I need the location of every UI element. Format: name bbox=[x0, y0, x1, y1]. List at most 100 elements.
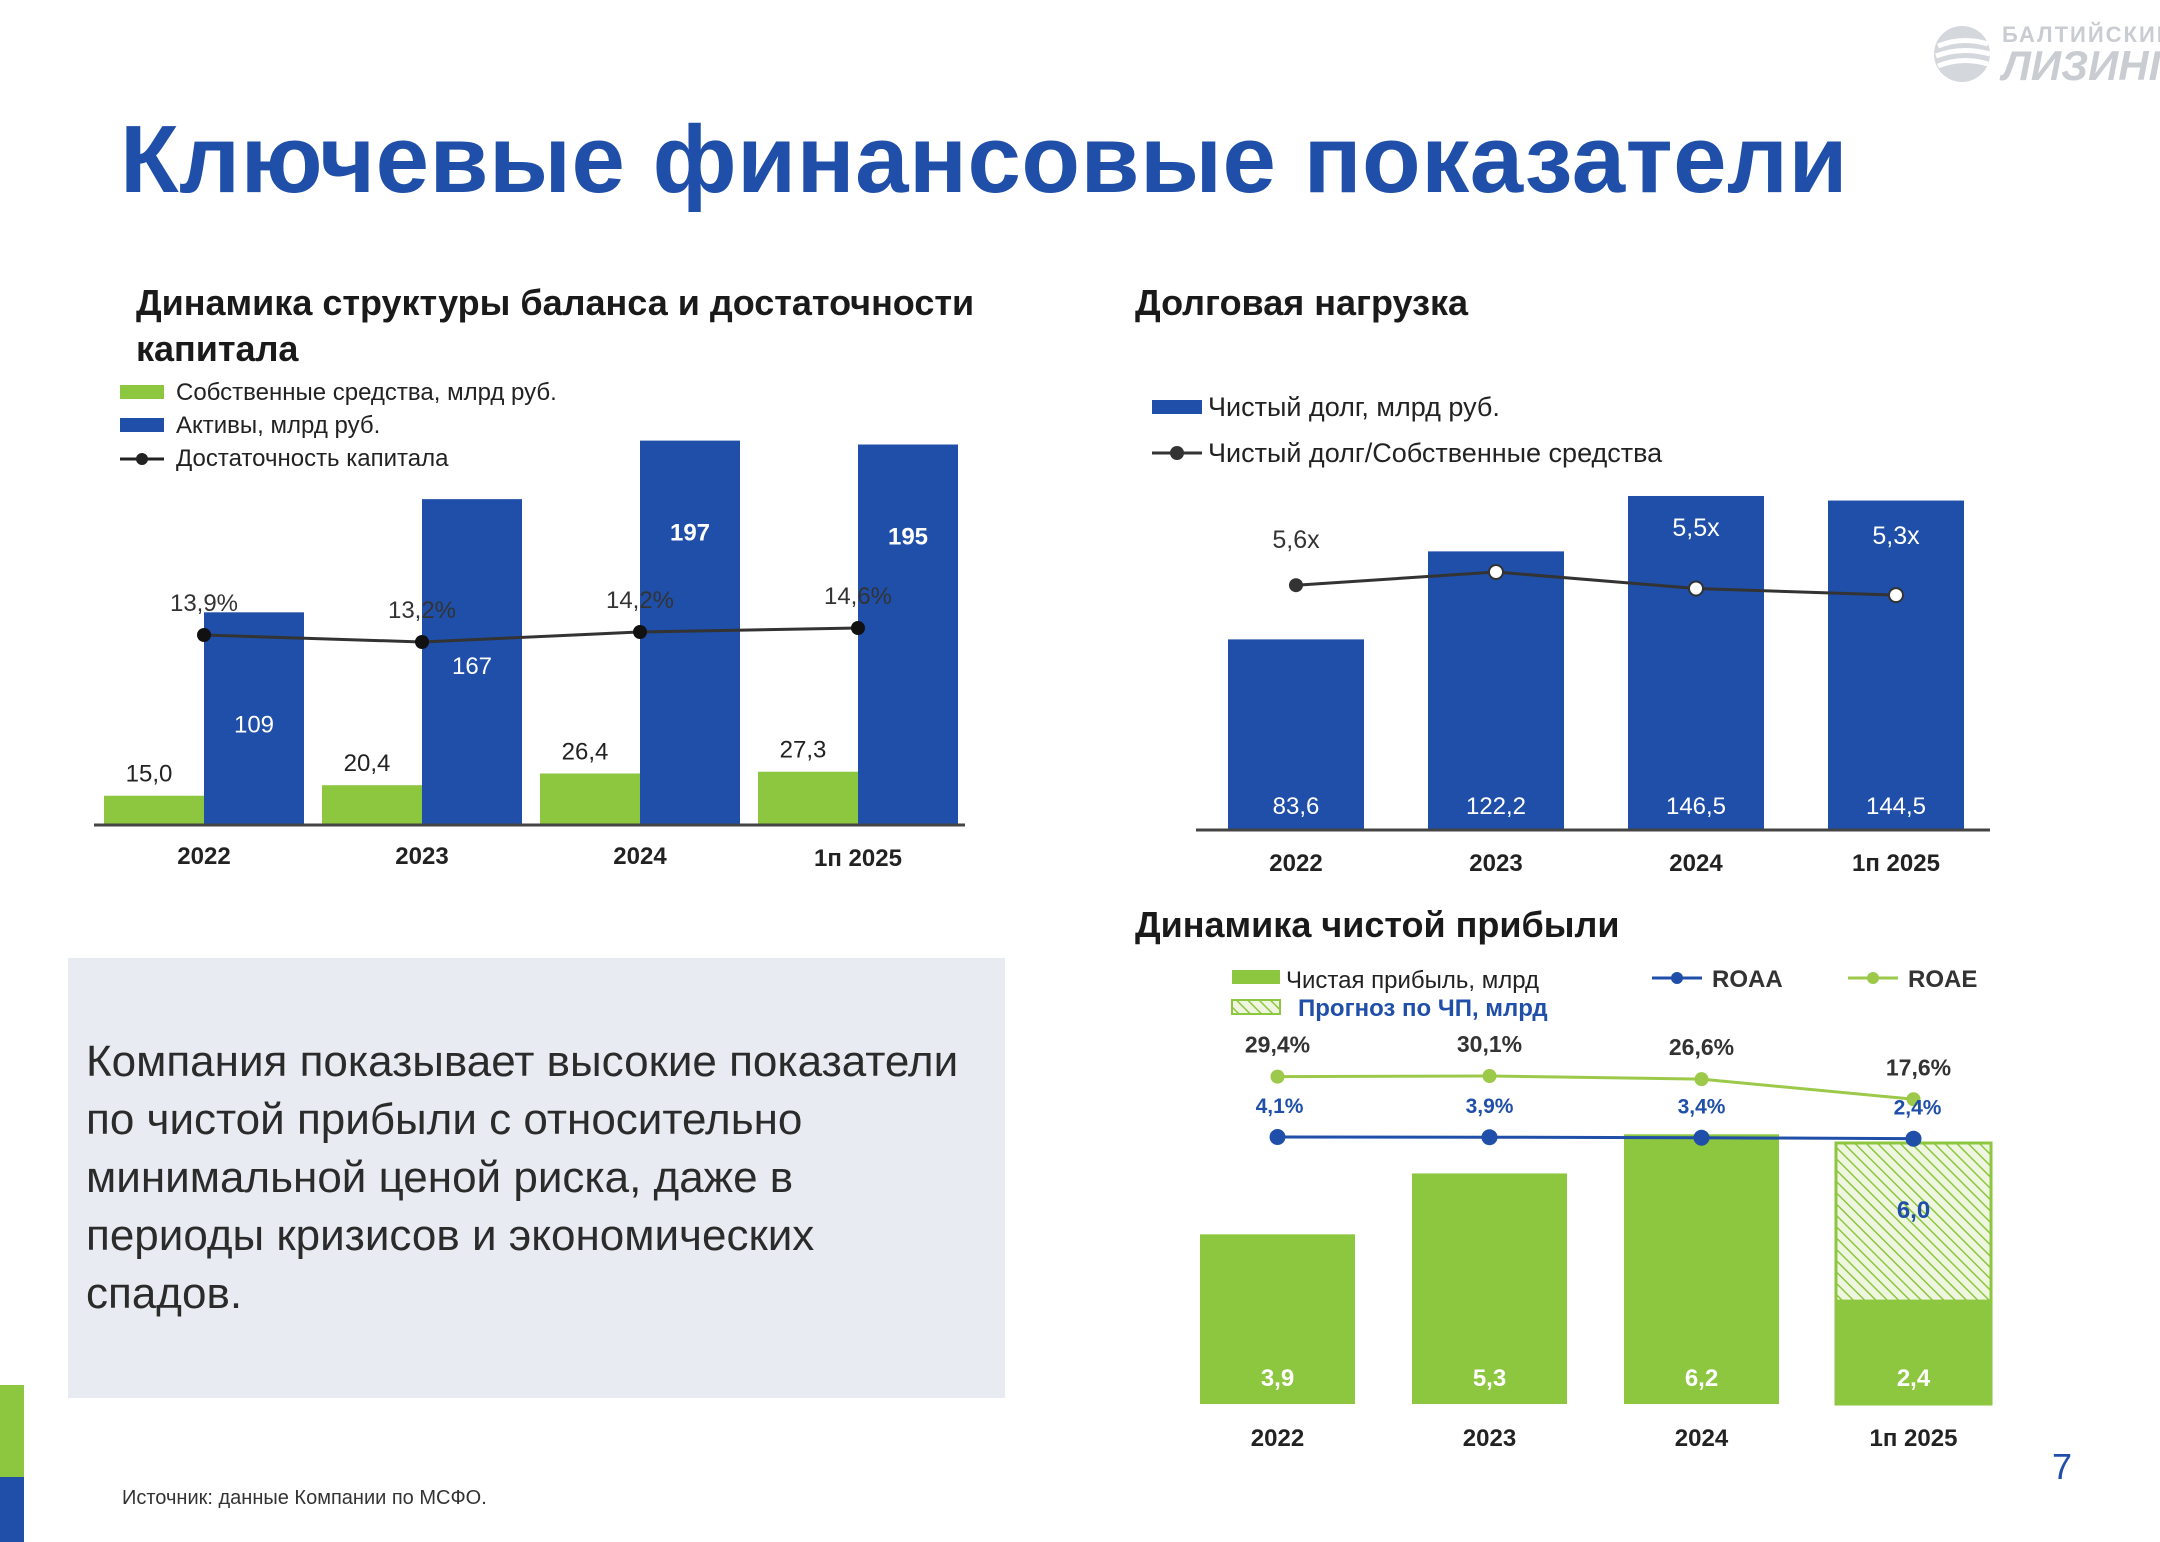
balance-chart: Собственные средства, млрд руб. Активы, м… bbox=[94, 379, 965, 872]
x-tick-label: 2022 bbox=[1251, 1425, 1304, 1452]
page-title: Ключевые финансовые показатели bbox=[120, 106, 1849, 213]
netdebt-label: 83,6 bbox=[1273, 793, 1320, 820]
x-tick-label: 2022 bbox=[1269, 850, 1322, 877]
x-tick-label: 1п 2025 bbox=[1852, 850, 1940, 877]
legend-equity-swatch bbox=[120, 385, 164, 399]
balance-chart-title: Динамика структуры баланса и достаточнос… bbox=[136, 280, 974, 372]
profit-chart-title: Динамика чистой прибыли bbox=[1135, 904, 1620, 945]
equity-label: 26,4 bbox=[562, 738, 609, 765]
car-point bbox=[415, 635, 429, 649]
legend-profit-swatch bbox=[1232, 970, 1280, 984]
roaa-point bbox=[1905, 1130, 1922, 1147]
x-tick-label: 2022 bbox=[177, 843, 230, 870]
logo-icon bbox=[1934, 26, 1991, 82]
legend-netdebt-swatch bbox=[1152, 400, 1202, 414]
ratio-label: 6,0x bbox=[1472, 517, 1520, 545]
assets-bar bbox=[858, 444, 958, 825]
roaa-label: 3,4% bbox=[1678, 1096, 1726, 1119]
equity-label: 15,0 bbox=[126, 761, 173, 788]
assets-label: 197 bbox=[670, 520, 710, 547]
legend-car-label: Достаточность капитала bbox=[176, 445, 449, 472]
ratio-point bbox=[1888, 587, 1904, 604]
roaa-label: 2,4% bbox=[1894, 1097, 1942, 1120]
car-label: 13,2% bbox=[388, 597, 456, 624]
x-tick-label: 2024 bbox=[613, 843, 667, 870]
assets-label: 167 bbox=[452, 653, 492, 680]
company-logo: БАЛТИЙСКИЙ ЛИЗИНГ bbox=[1930, 18, 2160, 89]
profit-bar bbox=[1836, 1299, 1991, 1404]
equity-bar bbox=[758, 771, 858, 825]
ratio-label: 5,5x bbox=[1672, 514, 1720, 542]
roaa-label: 4,1% bbox=[1256, 1095, 1304, 1118]
roaa-point bbox=[1481, 1129, 1498, 1146]
legend-roaa-marker bbox=[1671, 972, 1683, 984]
roae-line bbox=[1277, 1074, 1914, 1101]
side-accent-green bbox=[0, 1385, 24, 1477]
car-point bbox=[633, 625, 647, 639]
roaa-point bbox=[1269, 1129, 1286, 1145]
roae-label: 30,1% bbox=[1457, 1031, 1522, 1057]
page-number: 7 bbox=[2052, 1446, 2073, 1487]
legend-assets-swatch bbox=[120, 418, 164, 432]
roae-label: 17,6% bbox=[1886, 1054, 1951, 1080]
x-tick-label: 1п 2025 bbox=[1870, 1425, 1958, 1452]
equity-bar bbox=[322, 785, 422, 825]
car-line bbox=[203, 626, 859, 644]
profit-bar bbox=[1412, 1173, 1567, 1404]
car-label: 13,9% bbox=[170, 590, 238, 617]
ratio-label: 5,3x bbox=[1872, 522, 1920, 550]
legend-roaa-label: ROAA bbox=[1712, 966, 1783, 993]
debt-chart-title: Долговая нагрузка bbox=[1135, 282, 1468, 323]
netdebt-bar bbox=[1628, 495, 1764, 830]
legend-forecast-swatch bbox=[1231, 999, 1281, 1015]
roae-label: 26,6% bbox=[1669, 1034, 1734, 1060]
balance-chart-title-line2: капитала bbox=[136, 328, 299, 369]
source-note: Источник: данные Компании по МСФО. bbox=[122, 1487, 487, 1509]
roaa-line bbox=[1277, 1135, 1914, 1141]
x-tick-label: 2023 bbox=[395, 843, 448, 870]
legend-assets-label: Активы, млрд руб. bbox=[176, 412, 380, 439]
debt-chart: Чистый долг, млрд руб. Чистый долг/Собств… bbox=[1152, 392, 1990, 877]
profit-bar bbox=[1624, 1134, 1779, 1404]
legend-forecast-label: Прогноз по ЧП, млрд bbox=[1298, 995, 1548, 1022]
ratio-label: 5,6x bbox=[1272, 526, 1320, 554]
ratio-point bbox=[1488, 564, 1504, 580]
car-point bbox=[851, 621, 865, 635]
car-label: 14,2% bbox=[606, 587, 674, 614]
roae-label: 29,4% bbox=[1245, 1032, 1310, 1058]
legend-ratio-label: Чистый долг/Собственные средства bbox=[1208, 438, 1663, 468]
legend-roae-label: ROAE bbox=[1908, 966, 1977, 993]
roae-point bbox=[1482, 1069, 1497, 1083]
netdebt-label: 146,5 bbox=[1666, 793, 1726, 820]
netdebt-bar bbox=[1228, 639, 1364, 830]
equity-label: 20,4 bbox=[344, 750, 391, 777]
legend-profit-label: Чистая прибыль, млрд bbox=[1286, 967, 1539, 994]
legend-netdebt-label: Чистый долг, млрд руб. bbox=[1208, 392, 1500, 422]
x-tick-label: 2024 bbox=[1675, 1425, 1729, 1452]
equity-bar bbox=[104, 795, 204, 825]
ratio-point bbox=[1289, 578, 1303, 593]
roae-point bbox=[1270, 1069, 1285, 1084]
assets-bar bbox=[422, 499, 522, 825]
summary-text: Компания показывает высокие показатели п… bbox=[86, 1037, 959, 1318]
assets-label: 109 bbox=[234, 711, 274, 738]
profit-bar bbox=[1200, 1234, 1355, 1404]
roaa-label: 3,9% bbox=[1466, 1095, 1514, 1118]
legend-car-marker bbox=[136, 453, 148, 465]
summary-panel bbox=[68, 958, 1005, 1398]
roae-point bbox=[1906, 1092, 1921, 1107]
logo-line2: ЛИЗИНГ bbox=[2002, 42, 2160, 89]
ratio-point bbox=[1688, 580, 1704, 597]
assets-bar bbox=[204, 612, 304, 825]
roae-point bbox=[1694, 1072, 1709, 1087]
balance-chart-title-line1: Динамика структуры баланса и достаточнос… bbox=[136, 282, 975, 323]
profit-label: 5,3 bbox=[1473, 1365, 1506, 1392]
equity-bar bbox=[540, 773, 640, 825]
x-tick-label: 2023 bbox=[1463, 1425, 1516, 1452]
side-accent-blue bbox=[0, 1477, 24, 1542]
x-tick-label: 2024 bbox=[1669, 850, 1723, 877]
legend-roae-marker bbox=[1867, 972, 1879, 984]
netdebt-label: 122,2 bbox=[1466, 793, 1526, 820]
x-tick-label: 2023 bbox=[1469, 850, 1522, 877]
